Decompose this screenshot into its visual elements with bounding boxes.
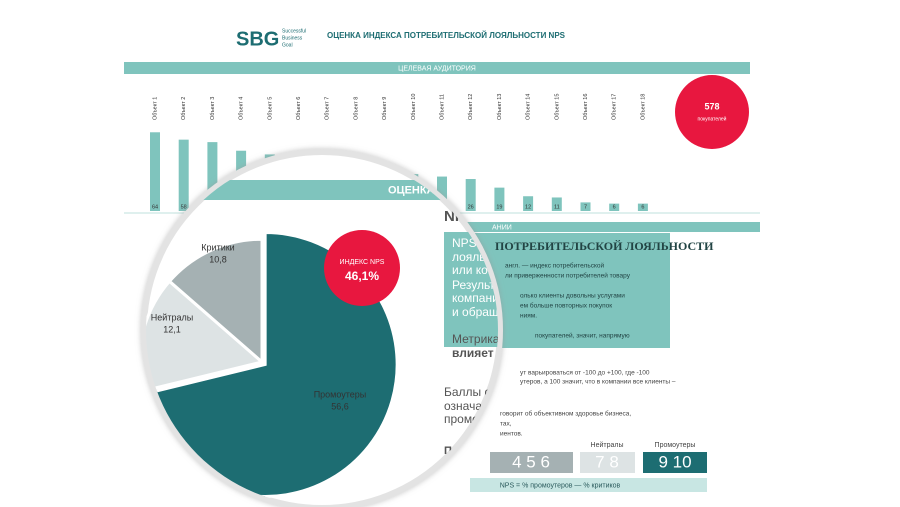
background-layer: SBG Successful Business Goal ОЦЕНКА ИНДЕ… — [124, 28, 760, 492]
fragment: олько клиенты довольны услугами — [520, 293, 625, 300]
bar — [207, 142, 218, 211]
value-label: 58 — [181, 204, 187, 210]
fragment: ба — [172, 470, 181, 479]
bar — [178, 139, 189, 211]
band — [146, 180, 498, 200]
scale-box — [580, 452, 635, 473]
nps-label: ИНДЕКС NPS — [340, 259, 385, 266]
x-tick-label: Объект 15 — [554, 94, 560, 120]
band-label: АНИИ — [492, 224, 512, 231]
bar — [580, 202, 591, 211]
formula-bar — [470, 478, 707, 492]
tagline: Successful — [282, 28, 306, 34]
x-tick-label: Объект 6 — [296, 97, 302, 120]
magnified-line: и обращений — [452, 305, 525, 319]
fragment: ли приверженности потребителей товару — [505, 272, 631, 280]
x-tick-label: Объект 8 — [353, 97, 359, 120]
value-label: 19 — [496, 204, 502, 210]
scale-digits: 7 8 — [595, 452, 619, 471]
x-tick-label: Объект 10 — [411, 94, 417, 120]
band — [124, 62, 750, 74]
formula: NPS = % промоутеров — % критиков — [500, 482, 621, 489]
scale-label: Промоутеры — [655, 442, 696, 449]
fragment: иентов. — [500, 431, 523, 438]
magnifier: ОЦЕНКА И NPS ба Оце Промоутеры56,6Нейтра… — [141, 149, 547, 507]
fragment: ем больше повторных покупок — [520, 302, 612, 310]
tagline: Goal — [282, 42, 293, 48]
magnified-line: Результаты п — [452, 278, 525, 292]
x-tick-label: Объект 11 — [439, 94, 445, 120]
buyers-count: 578 — [704, 101, 719, 111]
slice-value: 10,8 — [209, 254, 227, 264]
slice-name: Критики — [201, 242, 234, 252]
x-tick-label: Объект 7 — [325, 97, 331, 120]
fragment: утеров, а 100 значит, что в компании все… — [520, 379, 676, 386]
band-label: ЦЕЛЕВАЯ АУДИТОРИЯ — [398, 65, 476, 72]
pie-slice — [146, 279, 266, 393]
x-tick-label: Объект 17 — [612, 94, 618, 120]
slice-value: 12,1 — [163, 324, 181, 334]
value-label: 12 — [525, 204, 531, 210]
magnified-line: Метрика оцени — [452, 332, 536, 346]
scale-digits: 4 5 6 — [512, 452, 550, 471]
x-tick-label: Объект 2 — [181, 97, 187, 120]
x-tick-label: Объект 3 — [210, 97, 216, 120]
value-label: 6 — [613, 204, 616, 210]
pie-slice — [167, 237, 264, 366]
x-tick-label: Объект 1 — [152, 97, 158, 120]
value-label: 26 — [468, 204, 474, 210]
fragment: Оце — [172, 483, 188, 492]
x-tick-label: Объект 13 — [497, 94, 503, 120]
buyers-label: покупателей — [698, 115, 727, 122]
value-label: 11 — [554, 204, 560, 210]
box-title: ПОТРЕБИТЕЛЬСКОЙ ЛОЯЛЬНОСТИ — [495, 239, 714, 253]
scale-box — [490, 452, 573, 473]
x-tick-label: Объект 16 — [583, 94, 589, 120]
bar — [523, 196, 534, 211]
x-tick-label: Объект 4 — [239, 97, 245, 120]
buyers-badge — [675, 75, 749, 149]
fragment: покупателей, значит, напрямую — [535, 332, 630, 340]
x-tick-label: Объект 12 — [468, 94, 474, 120]
bar — [637, 203, 648, 211]
magnified-line: Баллы опроса лоя — [444, 385, 547, 399]
pie-chart: Промоутеры 56,6 Нейтралы 12,1 Критики 10,8 — [146, 230, 399, 498]
nps-badge — [324, 230, 400, 306]
logo: SBG — [236, 28, 279, 50]
slice-name: Нейтралы — [151, 312, 193, 322]
x-tick-label: Объект 18 — [640, 94, 646, 120]
fragment: тах, — [500, 421, 512, 428]
page-title: ОЦЕНКА ИНДЕКСА ПОТРЕБИТЕЛЬСКОЙ ЛОЯЛЬНОСТ… — [327, 31, 566, 40]
x-tick-label: Объект 14 — [526, 94, 532, 120]
fragments: англ. — индекс потребительской ли приверж… — [500, 262, 676, 438]
magnified-line: влияет на приб — [452, 346, 544, 360]
value-label: 6 — [641, 204, 644, 210]
band — [440, 222, 760, 232]
fragment: англ. — индекс потребительской — [505, 262, 604, 270]
slice-value: 56,6 — [331, 401, 349, 411]
bar — [437, 176, 447, 211]
bar — [465, 179, 476, 211]
value-label: 7 — [584, 204, 587, 210]
fragment: ниям. — [520, 313, 537, 320]
fragment: ут варьироваться от -100 до +100, где -1… — [520, 370, 650, 377]
x-tick-label: Объект 9 — [382, 97, 388, 120]
value-label: 64 — [152, 204, 158, 210]
x-tick-label: Объект 5 — [267, 97, 273, 120]
fragment: говорит об объективном здоровье бизнеса, — [500, 410, 631, 418]
tagline: Business — [282, 35, 303, 41]
slice-name: Промоутеры — [314, 389, 367, 399]
nps-value: 46,1% — [345, 269, 379, 283]
bar — [609, 203, 620, 211]
bar — [494, 187, 505, 211]
scale-box — [643, 452, 707, 473]
magnified-line: компании. Че — [452, 291, 527, 305]
bar — [150, 132, 160, 211]
scale-digits: 9 10 — [658, 452, 691, 471]
bar — [551, 197, 562, 211]
scale-label: Нейтралы — [591, 441, 624, 449]
